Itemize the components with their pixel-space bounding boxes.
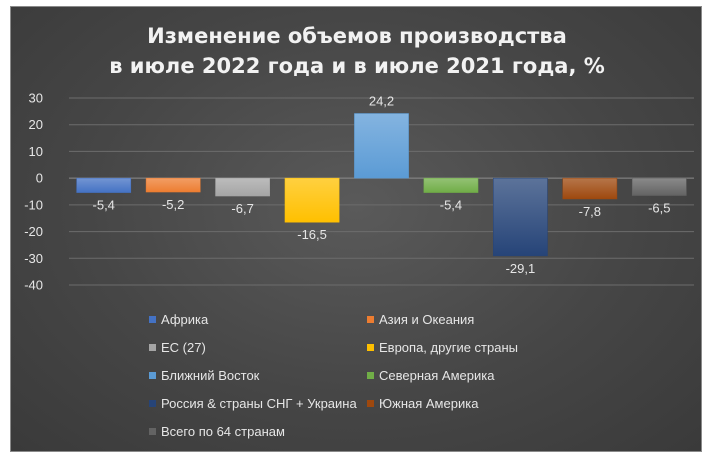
- legend-label: Европа, другие страны: [379, 340, 518, 355]
- legend-swatch: [367, 372, 374, 379]
- bar: [423, 177, 479, 193]
- legend-swatch: [149, 372, 156, 379]
- y-tick-label: 20: [29, 117, 43, 132]
- chart-svg: Изменение объемов производства в июле 20…: [24, 24, 694, 439]
- legend-label: Ближний Восток: [161, 368, 260, 383]
- y-tick-label: -10: [24, 197, 43, 212]
- chart-title-line-1: Изменение объемов производства: [147, 24, 567, 48]
- legend-label: Африка: [161, 312, 209, 327]
- bar: [493, 177, 548, 257]
- legend-label: Южная Америка: [379, 396, 479, 411]
- legend-label: Всего по 64 странам: [161, 424, 285, 439]
- y-tick-label: 30: [29, 91, 43, 106]
- y-tick-label: 0: [36, 171, 43, 186]
- bar: [284, 177, 340, 223]
- y-tick-label: -20: [24, 224, 43, 239]
- bars: [76, 113, 687, 257]
- legend-swatch: [149, 316, 156, 323]
- legend-swatch: [149, 428, 156, 435]
- bar: [215, 177, 270, 197]
- legend-swatch: [367, 400, 374, 407]
- bar: [631, 177, 687, 196]
- bar: [76, 177, 132, 193]
- legend-label: Северная Америка: [379, 368, 495, 383]
- data-label: -7,8: [579, 204, 601, 219]
- chart-title-line-2: в июле 2022 года и в июле 2021 года, %: [109, 54, 605, 78]
- legend-label: Азия и Океания: [379, 312, 474, 327]
- data-label: -5,4: [440, 198, 462, 213]
- y-tick-label: -40: [24, 278, 43, 293]
- data-label: -6,5: [648, 201, 670, 216]
- legend-swatch: [149, 400, 156, 407]
- data-label: -6,7: [231, 201, 253, 216]
- legend-label: ЕС (27): [161, 340, 206, 355]
- y-axis: 30 20 10 0 -10 -20 -30 -40: [24, 91, 43, 293]
- chart-area: Изменение объемов производства в июле 20…: [10, 6, 702, 452]
- legend-swatch: [367, 316, 374, 323]
- data-label: 24,2: [369, 93, 394, 108]
- y-tick-label: -30: [24, 251, 43, 266]
- y-tick-label: 10: [29, 144, 43, 159]
- bar: [562, 177, 618, 200]
- data-labels: -5,4 -5,2 -6,7 -16,5 24,2 -5,4 -29,1 -7,8 -6,5: [93, 93, 671, 275]
- data-label: -5,4: [93, 198, 115, 213]
- legend-label: Россия & страны СНГ + Украина: [161, 396, 357, 411]
- data-label: -5,2: [162, 197, 184, 212]
- bar: [145, 177, 201, 193]
- bar: [354, 113, 409, 179]
- legend: Африка Азия и Океания ЕС (27) Европа, други…: [149, 312, 518, 439]
- legend-swatch: [367, 344, 374, 351]
- data-label: -16,5: [297, 227, 327, 242]
- legend-swatch: [149, 344, 156, 351]
- data-label: -29,1: [506, 261, 536, 276]
